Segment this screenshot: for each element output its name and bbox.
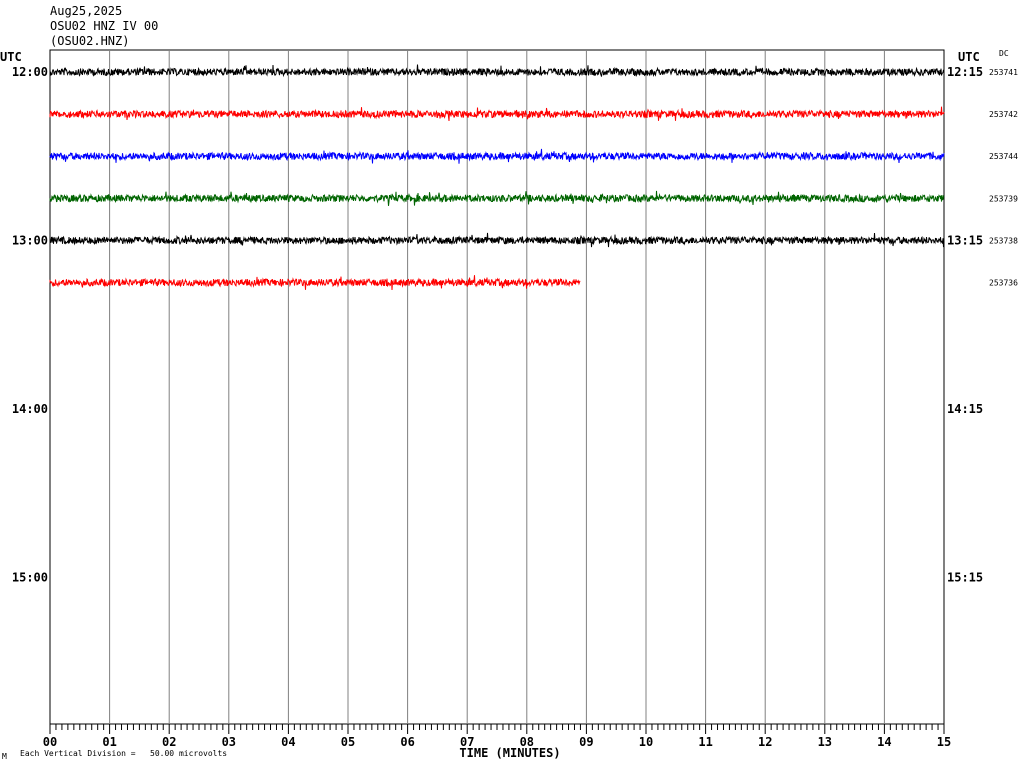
x-tick-label: 06	[400, 735, 414, 749]
x-tick-label: 05	[341, 735, 355, 749]
dc-value: 253742	[989, 110, 1018, 119]
left-hour-label: 15:00	[12, 571, 48, 585]
x-tick-label: 02	[162, 735, 176, 749]
right-hour-label: 15:15	[947, 571, 983, 585]
x-tick-label: 15	[937, 735, 951, 749]
x-tick-label: 00	[43, 735, 57, 749]
trace-line	[49, 190, 945, 206]
corner-mark: M	[2, 752, 7, 761]
right-hour-label: 14:15	[947, 402, 983, 416]
trace-line	[49, 64, 945, 78]
dc-value: 253739	[989, 194, 1018, 203]
right-utc-label: UTC	[958, 50, 980, 64]
trace-line	[49, 232, 945, 248]
x-axis-label: TIME (MINUTES)	[459, 746, 560, 760]
x-tick-label: 10	[639, 735, 653, 749]
left-utc-label: UTC	[0, 50, 22, 64]
left-hour-label: 12:00	[12, 65, 48, 79]
x-tick-label: 04	[281, 735, 295, 749]
x-tick-label: 13	[818, 735, 832, 749]
date-label: Aug25,2025	[50, 4, 123, 18]
x-tick-label: 14	[877, 735, 891, 749]
x-tick-label: 09	[579, 735, 593, 749]
dc-value: 253738	[989, 236, 1018, 245]
x-tick-label: 12	[758, 735, 772, 749]
trace-line	[49, 148, 945, 164]
dc-header-label: DC	[999, 49, 1009, 58]
x-tick-label: 01	[102, 735, 116, 749]
right-hour-label: 13:15	[947, 234, 983, 248]
x-tick-label: 11	[698, 735, 712, 749]
station-line: OSU02 HNZ IV 00	[50, 19, 159, 33]
scale-note: Each Vertical Division = 50.00 microvolt…	[20, 749, 228, 758]
x-tick-label: 07	[460, 735, 474, 749]
left-hour-label: 14:00	[12, 402, 48, 416]
dc-value: 253744	[989, 152, 1018, 161]
right-hour-label: 12:15	[947, 65, 983, 79]
x-tick-label: 03	[222, 735, 236, 749]
dc-value: 253741	[989, 68, 1018, 77]
trace-line	[49, 106, 945, 122]
dc-value: 253736	[989, 279, 1018, 288]
trace-line	[49, 275, 581, 291]
left-hour-label: 13:00	[12, 234, 48, 248]
station-code: (OSU02.HNZ)	[50, 34, 130, 48]
plot-frame	[49, 49, 945, 725]
x-tick-label: 08	[520, 735, 534, 749]
